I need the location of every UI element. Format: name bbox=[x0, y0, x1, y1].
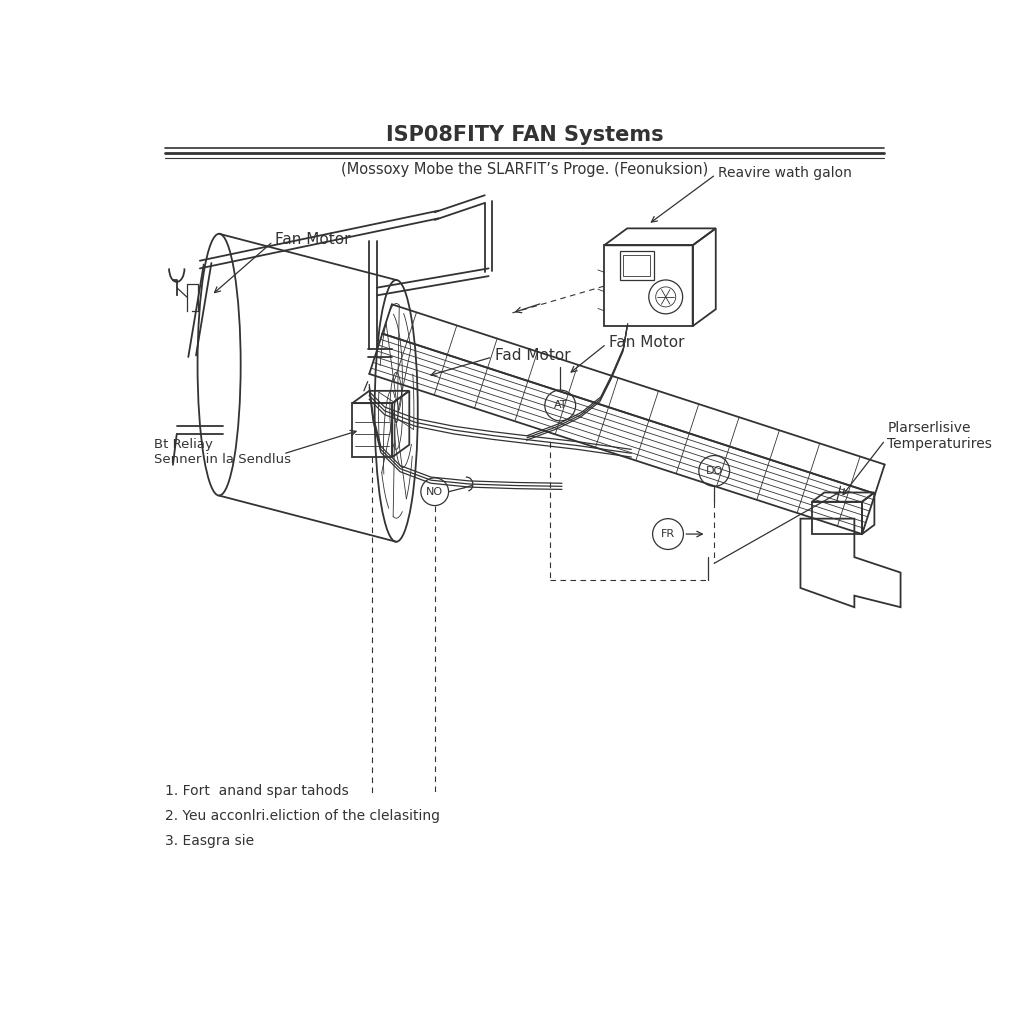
Text: (Mossoxy Mobe the SLARFIT’s Proge. (Feonuksion): (Mossoxy Mobe the SLARFIT’s Proge. (Feon… bbox=[341, 163, 709, 177]
Text: 1. Fort  anand spar tahods: 1. Fort anand spar tahods bbox=[165, 784, 349, 799]
Text: Bt Reliay
Senner in la Sendlus: Bt Reliay Senner in la Sendlus bbox=[154, 438, 291, 467]
Text: ISP08FITY FAN Systems: ISP08FITY FAN Systems bbox=[386, 125, 664, 145]
Text: FR: FR bbox=[660, 529, 675, 539]
Text: Fan Motor: Fan Motor bbox=[608, 335, 684, 350]
Text: Fad Motor: Fad Motor bbox=[495, 348, 570, 362]
Text: NO: NO bbox=[426, 486, 443, 497]
Bar bbox=[352, 403, 392, 457]
Bar bbox=[604, 246, 692, 327]
Text: Fan Motor: Fan Motor bbox=[275, 232, 351, 248]
Text: 3. Easgra sie: 3. Easgra sie bbox=[165, 834, 254, 848]
Bar bbox=[624, 255, 650, 276]
Text: Reavire wath galon: Reavire wath galon bbox=[718, 166, 852, 180]
Bar bbox=[620, 251, 654, 280]
Text: 2. Yeu acconlri.eliction of the clelasiting: 2. Yeu acconlri.eliction of the clelasit… bbox=[165, 809, 440, 823]
Text: AT: AT bbox=[553, 400, 567, 411]
Text: DO: DO bbox=[706, 466, 723, 476]
Bar bbox=[812, 502, 862, 535]
Text: Plarserlisive
Temperaturires: Plarserlisive Temperaturires bbox=[888, 421, 992, 452]
